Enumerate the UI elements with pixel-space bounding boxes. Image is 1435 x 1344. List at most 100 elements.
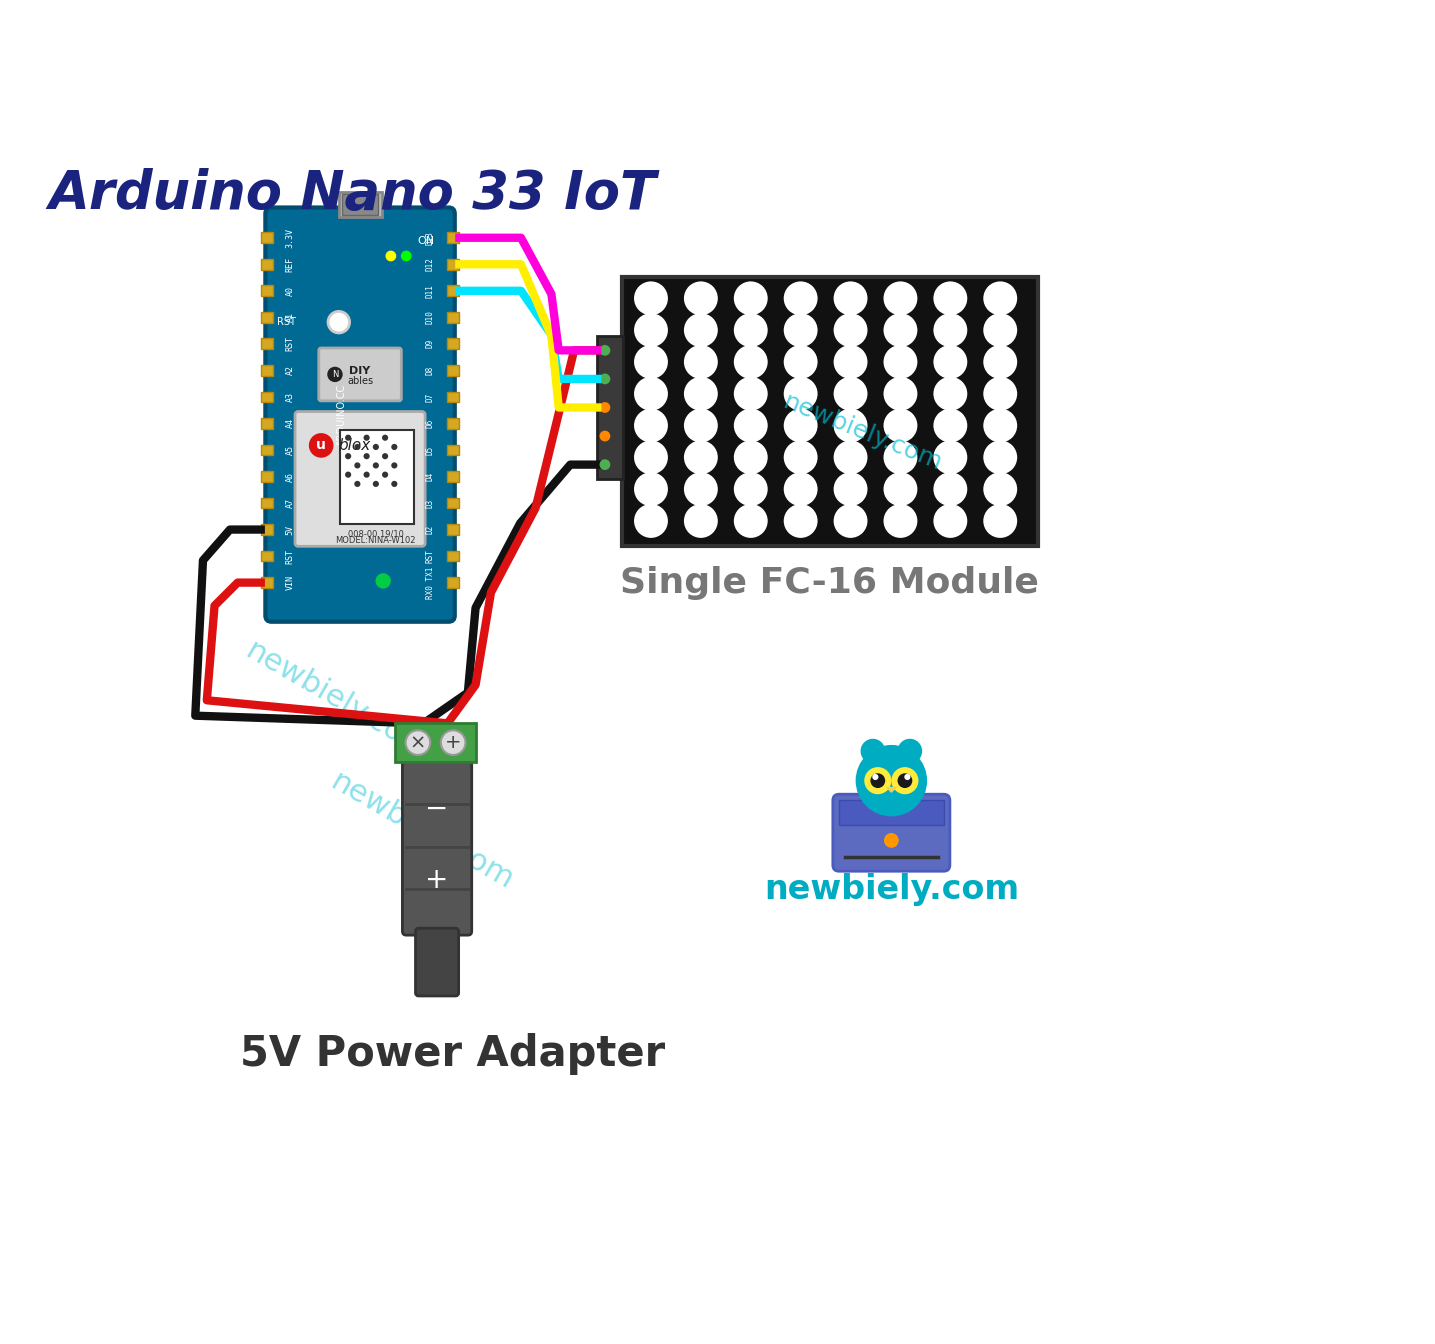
Bar <box>448 577 459 589</box>
FancyBboxPatch shape <box>265 207 455 622</box>
Circle shape <box>684 345 718 379</box>
Circle shape <box>363 472 370 477</box>
Text: 3.3V: 3.3V <box>286 227 294 247</box>
Bar <box>621 277 1038 546</box>
Circle shape <box>600 430 610 441</box>
Circle shape <box>392 462 397 469</box>
Text: D8: D8 <box>426 366 435 375</box>
Text: D13: D13 <box>426 231 435 245</box>
Text: A4: A4 <box>286 418 294 429</box>
Bar <box>261 497 273 508</box>
Bar <box>448 524 459 535</box>
Circle shape <box>933 504 967 538</box>
Text: A5: A5 <box>286 445 294 456</box>
Circle shape <box>864 767 891 794</box>
Text: ARDUINO.CC: ARDUINO.CC <box>337 383 347 446</box>
FancyBboxPatch shape <box>832 794 950 871</box>
Circle shape <box>600 460 610 470</box>
Circle shape <box>933 313 967 347</box>
Bar <box>339 192 382 218</box>
Circle shape <box>933 345 967 379</box>
Circle shape <box>983 313 1017 347</box>
Circle shape <box>373 444 379 450</box>
Bar <box>448 391 459 402</box>
Circle shape <box>784 472 818 507</box>
Circle shape <box>684 441 718 474</box>
Circle shape <box>600 345 610 356</box>
Circle shape <box>634 313 667 347</box>
Bar <box>261 391 273 402</box>
Circle shape <box>354 462 360 469</box>
Circle shape <box>834 441 868 474</box>
Text: RST: RST <box>286 336 294 351</box>
Text: D4: D4 <box>426 472 435 481</box>
Bar <box>448 312 459 323</box>
Text: ×: × <box>410 732 426 753</box>
Bar <box>448 259 459 270</box>
Circle shape <box>784 409 818 442</box>
Circle shape <box>983 409 1017 442</box>
Circle shape <box>891 767 918 794</box>
Text: Single FC-16 Module: Single FC-16 Module <box>620 566 1039 601</box>
Text: 5V Power Adapter: 5V Power Adapter <box>240 1034 664 1075</box>
Circle shape <box>634 281 667 316</box>
Circle shape <box>684 281 718 316</box>
Text: A2: A2 <box>286 366 294 375</box>
Text: D5: D5 <box>426 445 435 454</box>
Circle shape <box>684 409 718 442</box>
Text: A0: A0 <box>286 286 294 296</box>
Circle shape <box>983 472 1017 507</box>
Circle shape <box>884 833 898 848</box>
Bar <box>261 312 273 323</box>
Circle shape <box>884 313 917 347</box>
Polygon shape <box>885 786 897 793</box>
Circle shape <box>400 250 412 261</box>
Bar <box>343 195 377 215</box>
Circle shape <box>392 481 397 487</box>
Circle shape <box>861 739 885 763</box>
Circle shape <box>884 504 917 538</box>
Bar <box>448 366 459 376</box>
Text: blox: blox <box>339 438 370 453</box>
Circle shape <box>884 376 917 411</box>
Text: A6: A6 <box>286 472 294 481</box>
Circle shape <box>871 773 885 788</box>
Bar <box>261 577 273 589</box>
Text: D6: D6 <box>426 419 435 429</box>
Circle shape <box>884 281 917 316</box>
Circle shape <box>784 441 818 474</box>
Text: newbiely.com: newbiely.com <box>763 874 1019 906</box>
Circle shape <box>373 481 379 487</box>
Circle shape <box>884 472 917 507</box>
Circle shape <box>983 504 1017 538</box>
Bar <box>261 233 273 243</box>
Circle shape <box>733 345 768 379</box>
FancyBboxPatch shape <box>402 758 472 935</box>
Text: newbiely.com: newbiely.com <box>240 636 433 765</box>
Circle shape <box>733 281 768 316</box>
Circle shape <box>933 441 967 474</box>
Text: D11: D11 <box>426 284 435 298</box>
Circle shape <box>784 345 818 379</box>
Circle shape <box>834 281 868 316</box>
Bar <box>597 336 623 478</box>
Circle shape <box>684 313 718 347</box>
Text: ables: ables <box>347 375 373 386</box>
Circle shape <box>855 745 927 816</box>
Text: 5V: 5V <box>286 524 294 535</box>
Bar <box>261 445 273 456</box>
Circle shape <box>329 312 350 333</box>
Bar <box>261 418 273 429</box>
Circle shape <box>884 441 917 474</box>
Text: u: u <box>316 438 326 453</box>
Circle shape <box>834 409 868 442</box>
Text: A1: A1 <box>286 312 294 323</box>
Circle shape <box>733 504 768 538</box>
Circle shape <box>983 345 1017 379</box>
Circle shape <box>983 281 1017 316</box>
Circle shape <box>884 409 917 442</box>
Bar <box>340 430 415 524</box>
Circle shape <box>354 481 360 487</box>
Bar <box>448 472 459 482</box>
Circle shape <box>634 376 667 411</box>
